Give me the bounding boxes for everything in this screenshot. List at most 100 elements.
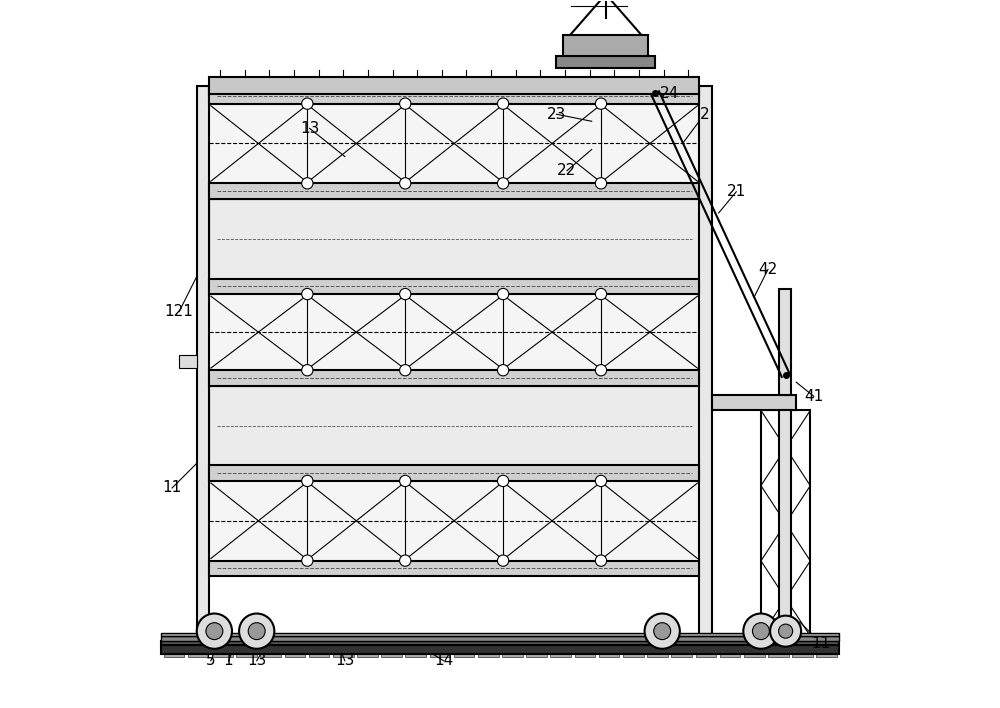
Text: 11: 11 [811,636,831,651]
Circle shape [400,475,411,486]
Circle shape [497,98,509,109]
Bar [164,648,184,656]
Text: 1: 1 [224,653,233,668]
Bar [478,648,499,656]
Bar [556,56,655,69]
Circle shape [302,365,313,376]
Bar [454,648,474,656]
Bar [161,636,839,641]
Bar [333,648,354,656]
Bar [161,645,839,653]
Bar [285,648,305,656]
Circle shape [302,475,313,486]
Bar [671,648,692,656]
Circle shape [302,555,313,566]
Text: 13: 13 [300,121,319,136]
Circle shape [400,288,411,299]
Bar [209,465,699,481]
Text: 11: 11 [162,481,182,496]
Bar [599,648,619,656]
Bar [197,86,209,636]
Circle shape [595,98,607,109]
Text: 24: 24 [660,86,679,101]
Bar [209,386,699,465]
Bar [209,370,699,386]
Bar [430,648,450,656]
Bar [526,648,547,656]
Bar [209,77,699,94]
Text: 121: 121 [165,304,194,319]
Bar [768,648,789,656]
Circle shape [595,475,607,486]
Bar [779,411,791,636]
Circle shape [770,616,801,646]
Circle shape [497,178,509,189]
Bar [209,294,699,370]
Text: 14: 14 [434,653,453,668]
Bar [405,648,426,656]
Circle shape [654,623,671,639]
Text: 13: 13 [335,653,355,668]
Circle shape [302,178,313,189]
Bar [209,88,699,103]
Bar [712,395,796,411]
Bar [209,561,699,576]
Text: 2: 2 [700,107,709,122]
Text: 23: 23 [547,107,566,122]
Circle shape [400,555,411,566]
Bar [161,641,839,645]
Bar [260,648,281,656]
Circle shape [497,555,509,566]
Circle shape [752,623,769,639]
Circle shape [743,614,779,649]
Bar [209,183,699,199]
Bar [309,648,329,656]
Bar [575,648,595,656]
Circle shape [248,623,265,639]
Circle shape [645,614,680,649]
Bar [161,632,839,636]
Bar [699,86,712,636]
Circle shape [497,475,509,486]
Bar [550,648,571,656]
Circle shape [239,614,274,649]
Circle shape [302,288,313,299]
Bar [381,648,402,656]
Bar [779,289,791,395]
Text: 21: 21 [727,184,746,199]
Bar [563,35,648,56]
Bar [179,355,197,368]
Bar [761,411,810,636]
Circle shape [197,614,232,649]
Bar [502,648,523,656]
Bar [696,648,716,656]
Circle shape [595,288,607,299]
Circle shape [779,624,793,638]
Circle shape [595,555,607,566]
Bar [209,199,699,278]
Circle shape [497,365,509,376]
Circle shape [400,98,411,109]
Bar [212,648,233,656]
Circle shape [595,365,607,376]
Circle shape [595,178,607,189]
Bar [236,648,257,656]
Circle shape [206,623,223,639]
Bar [647,648,668,656]
Bar [816,648,837,656]
Circle shape [302,98,313,109]
Text: 5: 5 [206,653,216,668]
Bar [209,278,699,294]
Bar [720,648,740,656]
Bar [623,648,644,656]
Bar [792,648,813,656]
Bar [357,648,378,656]
Circle shape [497,288,509,299]
Bar [744,648,765,656]
Text: 22: 22 [557,163,577,178]
Bar [209,103,699,183]
Text: 42: 42 [758,262,778,277]
Bar [188,648,208,656]
Text: 13: 13 [247,653,266,668]
Bar [209,481,699,561]
